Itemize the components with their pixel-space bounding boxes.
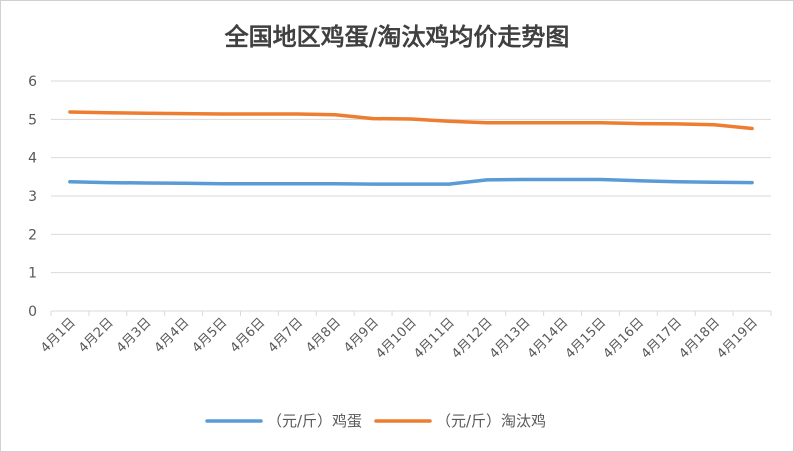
- x-tick-label: 4月7日: [265, 315, 306, 356]
- x-tick-label: 4月13日: [487, 315, 534, 362]
- data-point: [68, 180, 72, 184]
- data-point: [712, 123, 716, 127]
- data-point: [561, 178, 565, 182]
- y-axis-ticks: 0 1 2 3 4 5 6: [28, 74, 37, 320]
- x-tick-label: 4月15日: [563, 315, 610, 362]
- x-tick-label: 4月12日: [449, 315, 496, 362]
- data-point: [447, 119, 451, 123]
- y-tick-label: 3: [28, 189, 37, 205]
- x-tick-label: 4月3日: [114, 315, 155, 356]
- x-axis-ticks: 4月1日4月2日4月3日4月4日4月5日4月6日4月7日4月8日4月9日4月10…: [38, 311, 772, 362]
- y-tick-label: 2: [28, 227, 37, 243]
- data-point: [371, 182, 375, 186]
- x-tick-label: 4月16日: [601, 315, 648, 362]
- chart-title: 全国地区鸡蛋/淘汰鸡均价走势图: [224, 23, 570, 51]
- data-point: [750, 181, 754, 185]
- data-point: [144, 181, 148, 185]
- data-point: [409, 182, 413, 186]
- data-point: [674, 122, 678, 126]
- data-point: [523, 121, 527, 125]
- x-tick-label: 4月1日: [38, 315, 79, 356]
- data-point: [712, 180, 716, 184]
- data-point: [750, 127, 754, 131]
- data-point: [144, 111, 148, 115]
- data-point: [257, 182, 261, 186]
- x-tick-label: 4月17日: [639, 315, 686, 362]
- data-point: [636, 179, 640, 183]
- x-tick-label: 4月2日: [76, 315, 117, 356]
- x-tick-label: 4月14日: [525, 315, 572, 362]
- data-point: [598, 178, 602, 182]
- x-tick-label: 4月4日: [152, 315, 193, 356]
- y-tick-label: 4: [28, 151, 37, 167]
- data-point: [636, 122, 640, 126]
- data-point: [106, 181, 110, 185]
- legend-label-1: （元/斤）淘汰鸡: [436, 412, 546, 430]
- data-point: [333, 113, 337, 117]
- data-point: [409, 117, 413, 121]
- data-point: [106, 111, 110, 115]
- data-point: [182, 112, 186, 116]
- x-tick-label: 4月5日: [190, 315, 231, 356]
- data-point: [598, 121, 602, 125]
- grid-layer: [51, 80, 771, 312]
- x-tick-label: 4月10日: [373, 315, 420, 362]
- data-point: [295, 182, 299, 186]
- data-point: [485, 121, 489, 125]
- y-tick-label: 0: [28, 304, 37, 320]
- y-tick-label: 1: [28, 266, 37, 282]
- data-point: [561, 121, 565, 125]
- series-layer: [68, 110, 754, 186]
- data-point: [674, 180, 678, 184]
- x-tick-label: 4月18日: [676, 315, 723, 362]
- y-tick-label: 6: [28, 74, 37, 90]
- x-tick-label: 4月6日: [228, 315, 269, 356]
- data-point: [220, 112, 224, 116]
- data-point: [523, 178, 527, 182]
- legend: （元/斤）鸡蛋 （元/斤）淘汰鸡: [205, 412, 546, 430]
- data-point: [257, 112, 261, 116]
- x-tick-label: 4月8日: [303, 315, 344, 356]
- data-point: [485, 178, 489, 182]
- y-tick-label: 5: [28, 112, 37, 128]
- data-point: [182, 181, 186, 185]
- data-point: [220, 182, 224, 186]
- data-point: [68, 110, 72, 114]
- x-tick-label: 4月11日: [411, 315, 458, 362]
- data-point: [295, 112, 299, 116]
- data-point: [447, 182, 451, 186]
- x-tick-label: 4月19日: [714, 315, 761, 362]
- legend-label-0: （元/斤）鸡蛋: [267, 412, 362, 430]
- data-point: [333, 182, 337, 186]
- data-point: [371, 117, 375, 121]
